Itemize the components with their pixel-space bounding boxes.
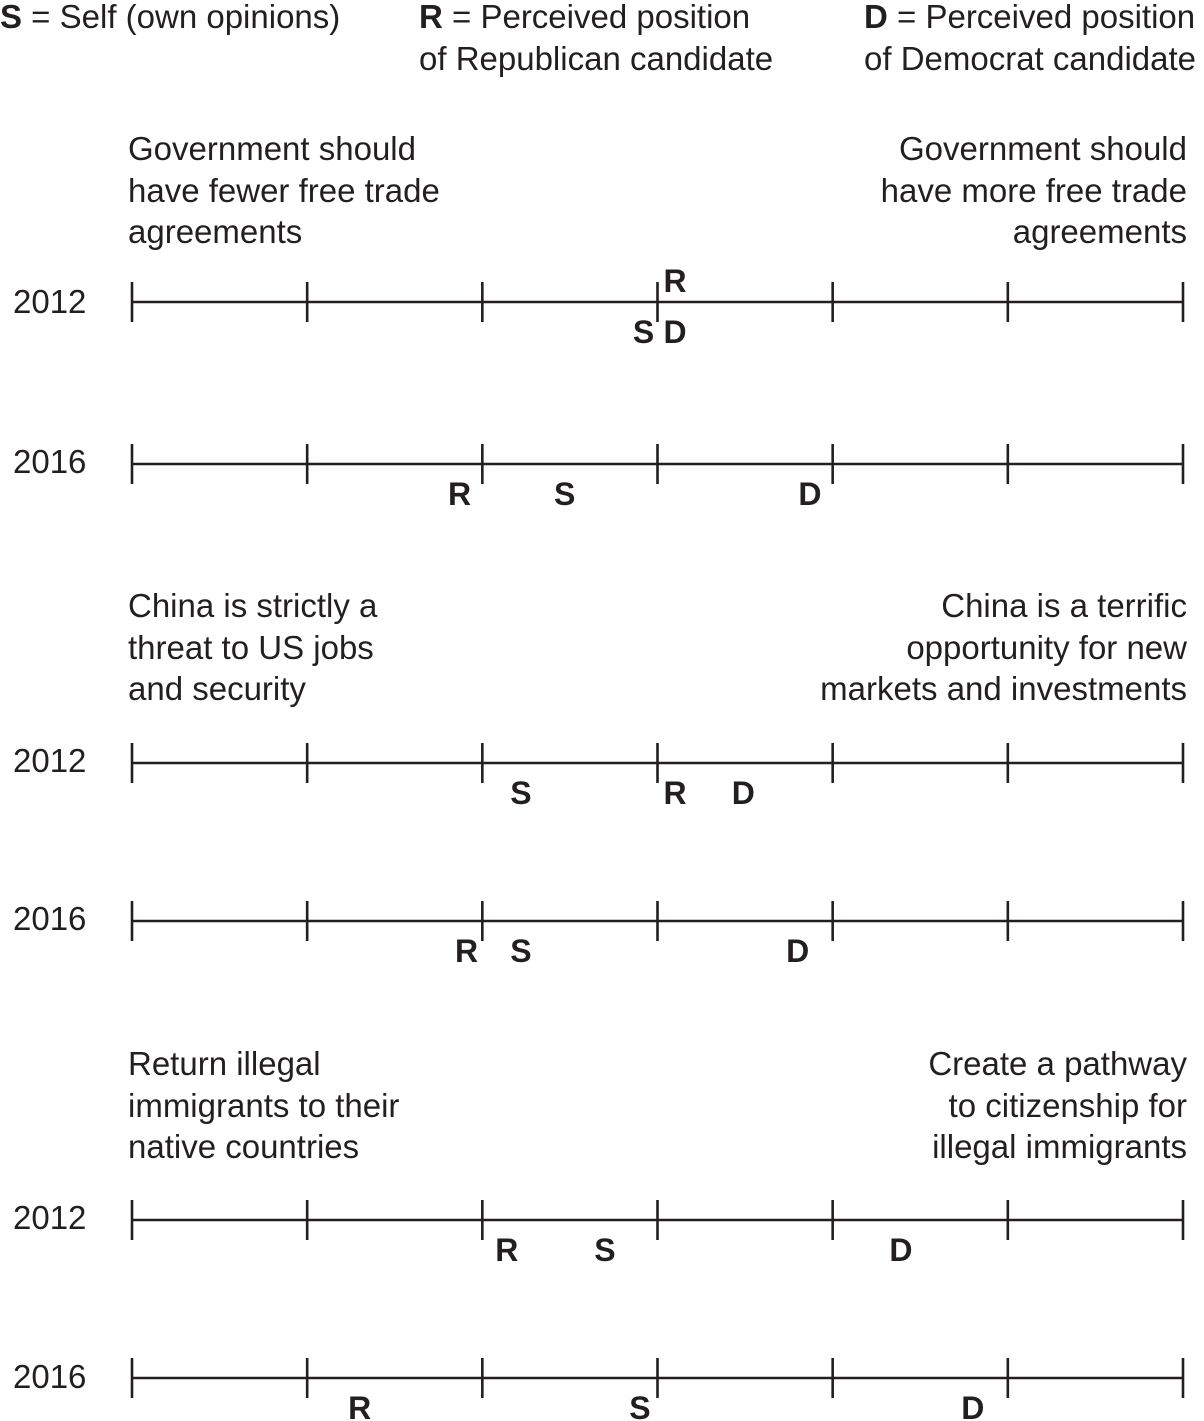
legend-republican-text: = Perceived position [442, 0, 751, 35]
issue-3-2016-marker-R: R [348, 1390, 371, 1421]
issue-3-year-2016: 2016 [13, 1358, 87, 1395]
issue-1-left-pole-label: Government should have fewer free trade … [128, 128, 440, 253]
legend-republican-code: R [419, 0, 443, 35]
issue-2-2016-marker-R: R [455, 933, 478, 969]
issue-3-right-line-1: Create a pathway [928, 1045, 1187, 1082]
issue-2-year-2012: 2012 [13, 742, 87, 779]
issue-3-2016-marker-S: S [629, 1390, 650, 1421]
issue-2-right-line-2: opportunity for new [906, 628, 1187, 666]
issue-2-2012-marker-R: R [663, 775, 686, 811]
issue-2-2016-marker-S: S [510, 933, 531, 969]
issue-2-right-line-3: markets and investments [820, 670, 1187, 707]
issue-1-2012-marker-R: R [663, 263, 686, 299]
issue-1-2016-marker-S: S [554, 476, 575, 512]
legend-self-code: S [0, 0, 23, 35]
legend-self: S = Self (own opinions) [0, 0, 340, 38]
issue-3-right-line-3: illegal immigrants [932, 1128, 1187, 1165]
issue-3-2012-marker-R: R [495, 1232, 518, 1268]
legend-self-text: = Self (own opinions) [22, 0, 341, 35]
issue-3-2012-marker-D: D [889, 1232, 912, 1268]
issue-2-2012-marker-D: D [732, 775, 755, 811]
issue-3-left-line-2: immigrants to their [128, 1086, 400, 1124]
issue-3-2016-marker-D: D [961, 1390, 984, 1421]
issue-3-right-pole-label: Create a pathway to citizenship for ille… [928, 1043, 1187, 1168]
issue-2-2012-marker-S: S [510, 775, 531, 811]
issue-3-left-line-1: Return illegal [128, 1045, 321, 1082]
issue-3-left-pole-label: Return illegal immigrants to their nativ… [128, 1043, 399, 1168]
issue-3-right-line-2: to citizenship for [948, 1086, 1187, 1124]
issue-3-2012-marker-S: S [594, 1232, 615, 1268]
issue-1-2012-marker-S: S [633, 314, 654, 350]
legend-republican: R = Perceived position of Republican can… [419, 0, 773, 80]
issue-3-left-line-3: native countries [128, 1128, 360, 1165]
issue-2-left-line-2: threat to US jobs [128, 628, 374, 666]
issue-1-year-2012: 2012 [13, 283, 87, 320]
issue-1-right-line-3: agreements [1012, 213, 1187, 250]
issue-1-2012-marker-D: D [663, 314, 686, 350]
legend-republican-text-line2: of Republican candidate [419, 40, 774, 77]
issue-1-right-line-2: have more free trade [880, 171, 1187, 209]
issue-1-left-line-3: agreements [128, 213, 303, 250]
issue-1-left-line-2: have fewer free trade [128, 171, 440, 209]
legend-democrat-code: D [864, 0, 888, 35]
issue-1-left-line-1: Government should [128, 130, 416, 167]
issue-2-year-2016: 2016 [13, 900, 87, 937]
legend-democrat-text: = Perceived position [887, 0, 1196, 35]
issue-1-right-line-1: Government should [899, 130, 1187, 167]
issue-2-right-line-1: China is a terrific [941, 587, 1187, 624]
issue-2-left-line-3: and security [128, 670, 306, 707]
issue-2-left-pole-label: China is strictly a threat to US jobs an… [128, 585, 377, 710]
issue-2-right-pole-label: China is a terrific opportunity for new … [820, 585, 1187, 710]
legend-democrat-text-line2: of Democrat candidate [864, 40, 1197, 77]
issue-1-2016-marker-R: R [448, 476, 471, 512]
issue-1-year-2016: 2016 [13, 443, 87, 480]
issue-3-year-2012: 2012 [13, 1199, 87, 1236]
issue-2-left-line-1: China is strictly a [128, 587, 378, 624]
legend-democrat: D = Perceived position of Democrat candi… [864, 0, 1196, 80]
issue-1-right-pole-label: Government should have more free trade a… [881, 128, 1187, 253]
issue-2-2016-marker-D: D [786, 933, 809, 969]
issue-1-2016-marker-D: D [798, 476, 821, 512]
